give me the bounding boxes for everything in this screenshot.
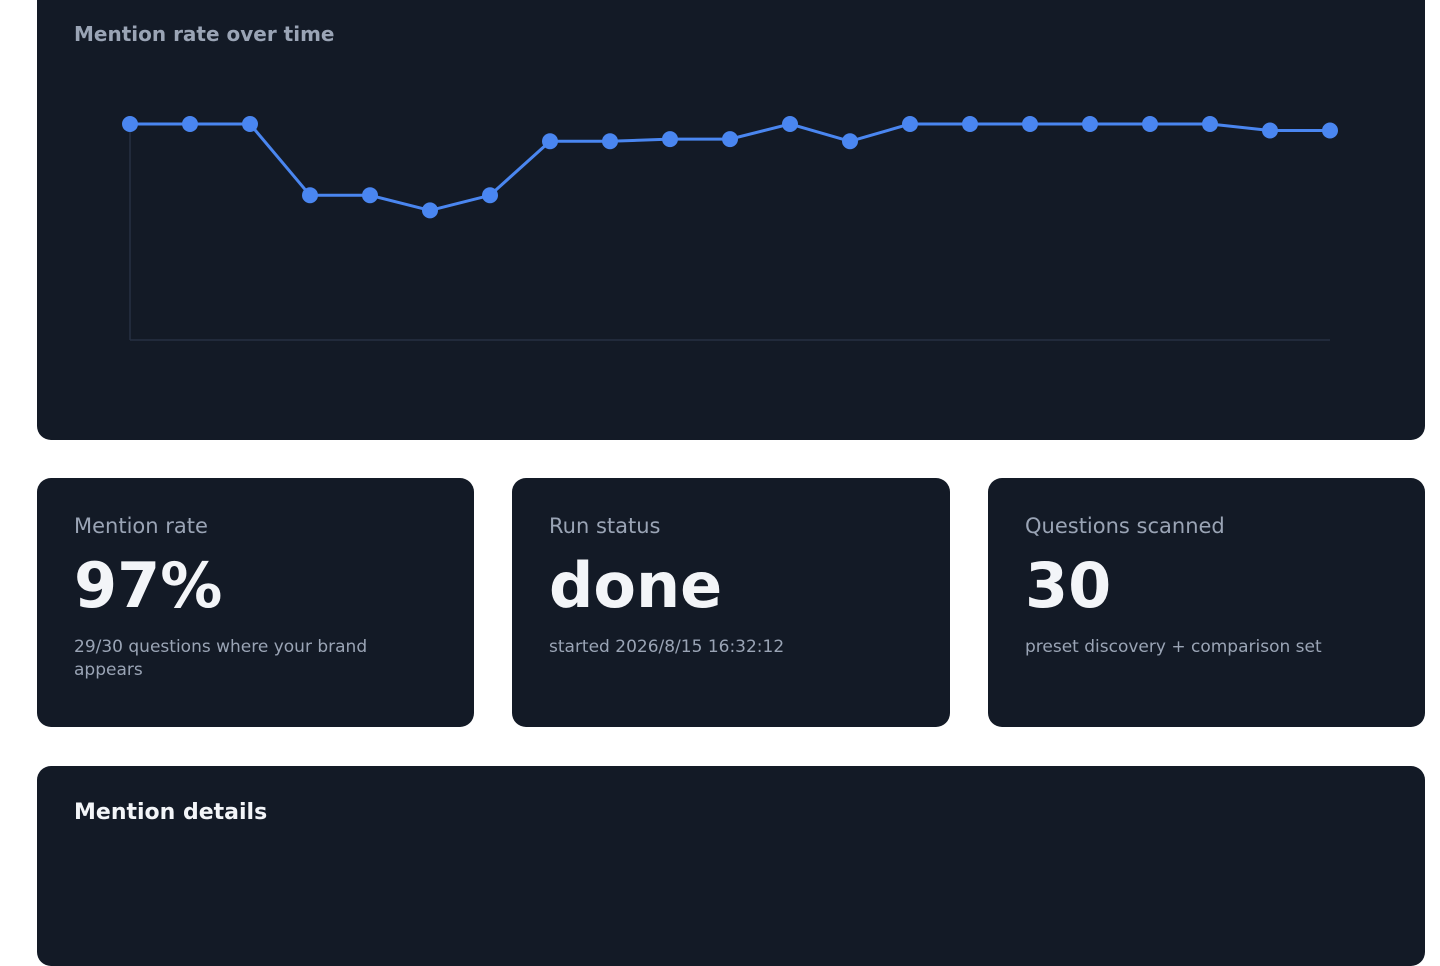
point: [1262, 122, 1278, 139]
page: {"chart_data": {"type": "line", "title":…: [37, 0, 1425, 966]
point: [1142, 116, 1158, 132]
point: [842, 133, 858, 150]
point: [902, 116, 918, 132]
point: [602, 133, 618, 150]
stat-card: Questions scanned 30 preset discovery + …: [988, 478, 1425, 727]
stat-value: 30: [1025, 549, 1112, 622]
point: [1322, 122, 1338, 139]
stat-note: preset discovery + comparison set: [1025, 637, 1322, 658]
point: [482, 187, 498, 204]
details-card: Mention details: [37, 766, 1425, 966]
stat-label: Questions scanned: [1025, 514, 1225, 538]
point: [962, 116, 978, 132]
point: [1022, 116, 1038, 132]
stat-label: Mention rate: [74, 514, 208, 538]
point: [1082, 116, 1098, 132]
chart: [122, 116, 1338, 341]
point: [662, 131, 678, 148]
stat-label: Run status: [549, 514, 661, 538]
details-title: Mention details: [74, 800, 268, 825]
point: [302, 187, 318, 204]
point: [422, 202, 438, 219]
point: [782, 116, 798, 132]
point: [1202, 116, 1218, 132]
stat-note: 29/30 questions where your brand appears: [74, 637, 368, 681]
point: [122, 116, 138, 132]
point: [362, 187, 378, 204]
point: [722, 131, 738, 148]
point: [542, 133, 558, 150]
stat-value: 97%: [74, 549, 223, 622]
point: [182, 116, 198, 132]
point: [242, 116, 258, 132]
chart-card: Mention rate over time: [37, 0, 1425, 440]
stat-value: done: [549, 549, 723, 622]
stat-note: started 2026/8/15 16:32:12: [549, 637, 785, 658]
stat-card: Run status done started 2026/8/15 16:32:…: [512, 478, 950, 727]
chart-title: Mention rate over time: [74, 22, 335, 46]
stat-card: Mention rate 97% 29/30 questions where y…: [37, 478, 474, 727]
